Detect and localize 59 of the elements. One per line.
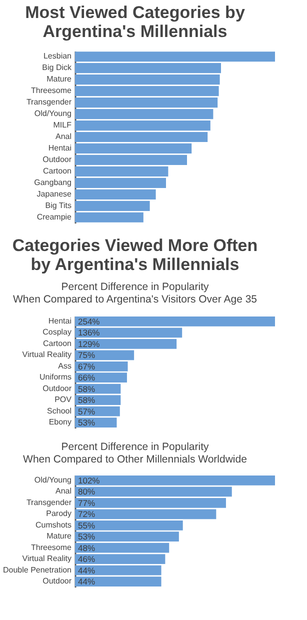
- y-tick-label: Cartoon: [43, 338, 72, 348]
- y-tick-label: Cartoon: [43, 166, 72, 176]
- data-label: 80%: [78, 486, 96, 497]
- data-label: 129%: [78, 338, 100, 349]
- data-label: 55%: [78, 520, 96, 530]
- y-tick-label: Hentai: [48, 143, 72, 152]
- y-tick-label: Threesome: [31, 542, 72, 552]
- y-tick-label: Cosplay: [42, 328, 72, 337]
- y-tick-label: Creampie: [36, 212, 72, 222]
- y-tick-label: Anal: [55, 132, 72, 141]
- y-tick-label: Old/Young: [34, 109, 72, 118]
- data-label: 67%: [78, 361, 96, 372]
- y-tick-label: Outdoor: [42, 576, 72, 586]
- y-tick-label: POV: [54, 395, 72, 404]
- y-tick-label: Uniforms: [39, 372, 72, 382]
- y-tick-label: Old/Young: [34, 476, 72, 484]
- data-label: 48%: [78, 542, 96, 553]
- data-label: 77%: [78, 498, 96, 508]
- y-tick-label: Outdoor: [42, 384, 72, 393]
- y-tick-label: Virtual Reality: [22, 554, 72, 564]
- y-tick-label: Gangbang: [34, 178, 72, 187]
- data-label: 66%: [78, 372, 96, 383]
- data-label: 46%: [78, 554, 96, 564]
- y-tick-label: Mature: [46, 74, 72, 84]
- y-tick-label: Japanese: [36, 189, 72, 198]
- y-tick-label: Big Tits: [45, 200, 72, 210]
- chart-title: Categories Viewed More Often by Argentina's Millennials: [12, 236, 258, 274]
- data-label: 58%: [78, 395, 96, 406]
- y-tick-label: Big Dick: [42, 63, 72, 72]
- data-label: 254%: [78, 316, 100, 326]
- y-tick-label: Lesbian: [43, 52, 72, 61]
- data-label: 58%: [78, 384, 96, 394]
- y-tick-label: Double Penetration: [3, 565, 72, 574]
- data-label: 72%: [78, 509, 96, 520]
- y-tick-label: Hentai: [48, 316, 72, 326]
- data-label: 75%: [78, 350, 96, 360]
- y-tick-label: Transgender: [26, 98, 72, 107]
- data-label: 53%: [78, 418, 96, 428]
- y-tick-label: School: [47, 406, 72, 416]
- y-tick-label: Transgender: [26, 498, 72, 507]
- y-tick-label: Mature: [46, 532, 72, 541]
- y-tick-label: Virtual Reality: [22, 350, 72, 360]
- y-tick-label: Cumshots: [35, 520, 72, 530]
- chart-subtitle: Percent Difference in Popularity When Compared to Argentina's Visitors Over Age 35: [12, 281, 258, 306]
- y-tick-label: MILF: [53, 120, 72, 130]
- y-tick-label: Anal: [55, 486, 72, 496]
- chart-subtitle: Percent Difference in Popularity When Compared to Other Millennials Worldwide: [23, 441, 248, 466]
- data-label: 136%: [78, 328, 100, 338]
- data-label: 53%: [78, 532, 96, 542]
- data-label: 44%: [78, 576, 96, 586]
- data-label: 44%: [78, 565, 96, 576]
- y-tick-label: Threesome: [31, 86, 72, 96]
- y-tick-label: Ass: [58, 361, 72, 370]
- y-tick-label: Outdoor: [42, 154, 72, 164]
- y-tick-label: Parody: [46, 509, 72, 518]
- data-label: 57%: [78, 406, 96, 416]
- chart-title: Most Viewed Categories by Argentina's Millennials: [25, 3, 246, 41]
- y-tick-label: Ebony: [48, 418, 72, 426]
- data-label: 102%: [78, 476, 100, 486]
